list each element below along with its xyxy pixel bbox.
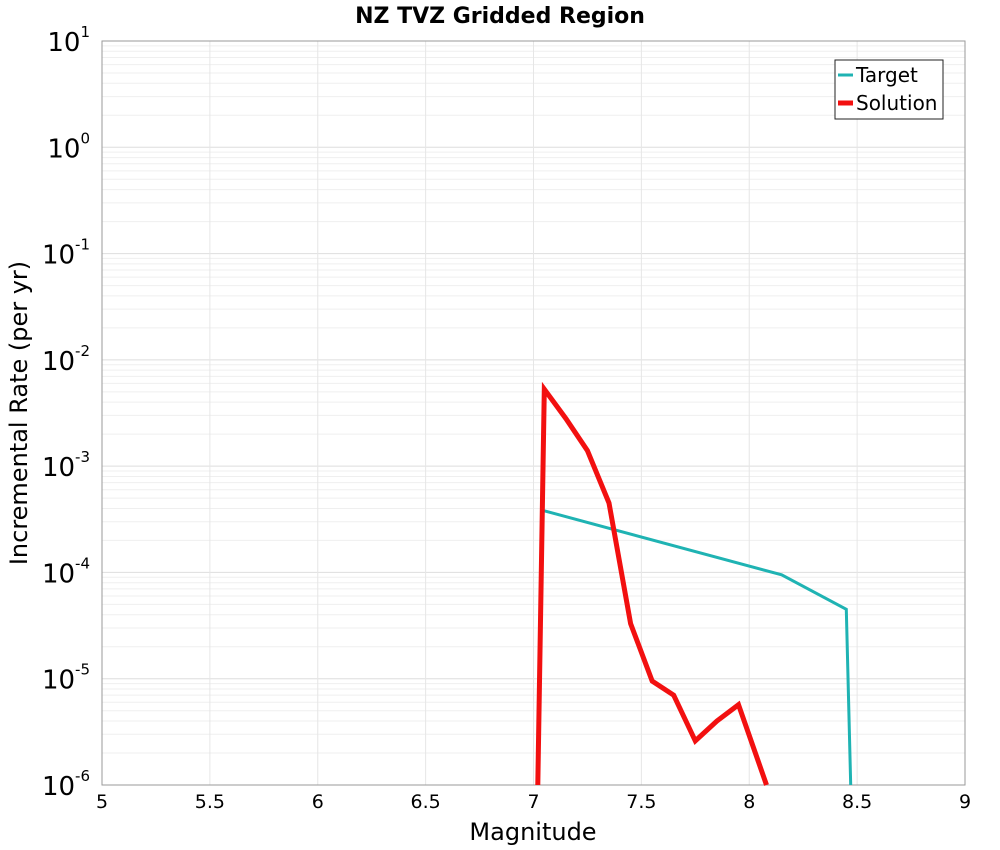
y-tick-labels: 101 100 10-1 10-2 10-3 10-4 10-5 10-6 [42, 23, 90, 802]
grid [101, 40, 966, 786]
x-tick-labels: 5 5.5 6 6.5 7 7.5 8 8.5 9 [96, 791, 971, 813]
x-tick-label: 8 [743, 791, 755, 813]
x-tick-label: 7.5 [626, 791, 656, 813]
legend: Target Solution [834, 59, 944, 120]
y-tick-label: 100 [47, 129, 90, 164]
x-tick-label: 5.5 [195, 791, 225, 813]
x-tick-label: 8.5 [842, 791, 872, 813]
x-tick-label: 5 [96, 791, 108, 813]
y-tick-label: 10-5 [42, 661, 90, 696]
y-tick-label: 10-6 [42, 767, 90, 802]
series-layer [535, 381, 853, 786]
x-tick-label: 9 [959, 791, 971, 813]
series-line-target [543, 509, 853, 786]
y-axis-label: Incremental Rate (per yr) [5, 261, 33, 565]
legend-label-solution: Solution [856, 91, 937, 115]
y-tick-label: 10-2 [42, 342, 90, 377]
series-line-solution [535, 381, 769, 786]
y-tick-label: 10-1 [42, 236, 90, 271]
legend-label-target: Target [855, 63, 918, 87]
legend-box [834, 59, 944, 120]
x-tick-label: 6.5 [411, 791, 441, 813]
y-tick-label: 101 [47, 23, 90, 58]
x-axis-label: Magnitude [469, 818, 596, 846]
chart-title: NZ TVZ Gridded Region [355, 4, 645, 29]
plot-area [101, 40, 966, 786]
y-tick-label: 10-4 [42, 554, 90, 589]
x-tick-label: 6 [312, 791, 324, 813]
y-tick-label: 10-3 [42, 448, 90, 483]
x-tick-label: 7 [527, 791, 539, 813]
